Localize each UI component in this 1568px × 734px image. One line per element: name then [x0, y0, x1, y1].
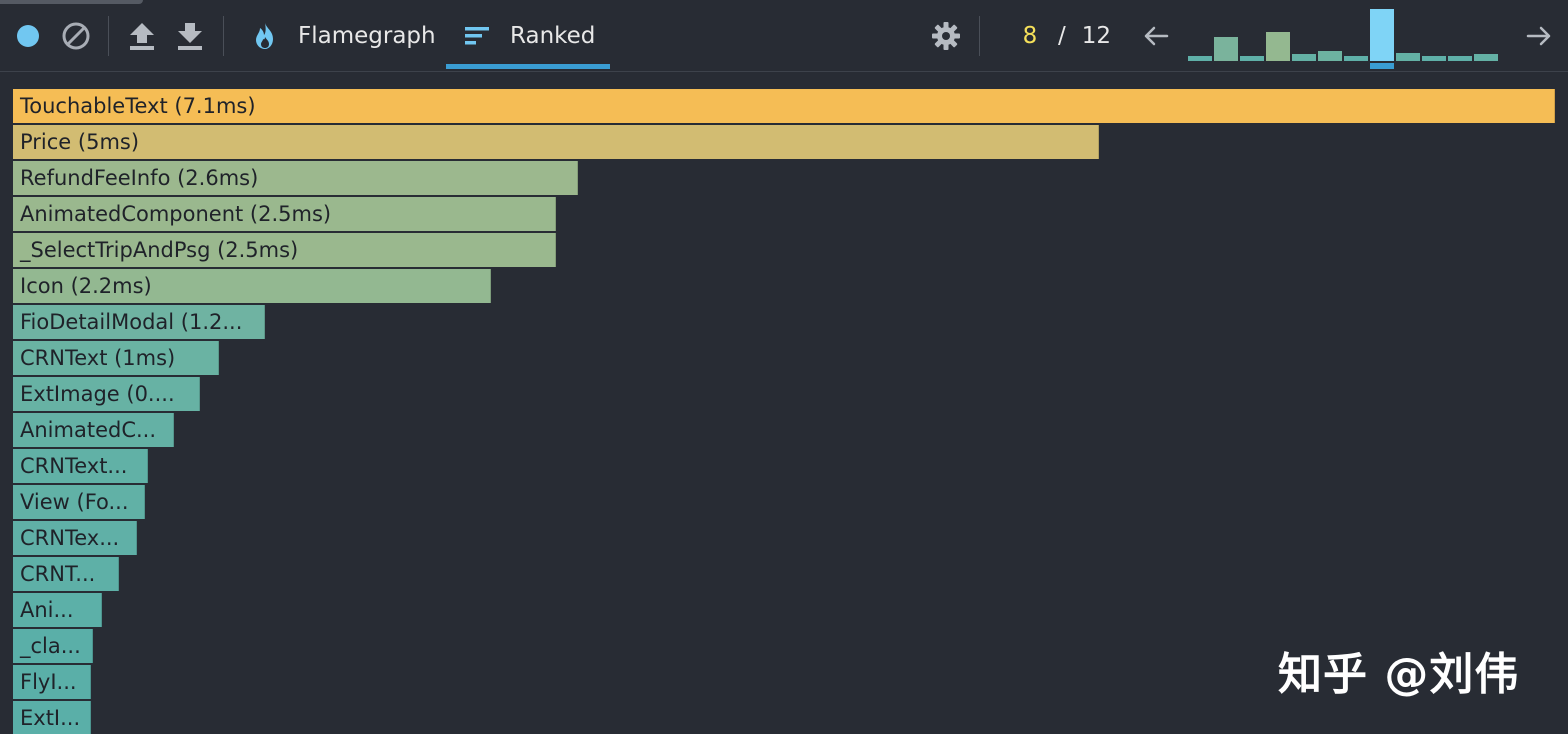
- toolbar-separator: [108, 16, 109, 56]
- commit-separator: /: [1058, 23, 1066, 49]
- next-commit-button[interactable]: [1523, 20, 1555, 52]
- previous-commit-button[interactable]: [1140, 20, 1172, 52]
- window-scroll-handle: [0, 0, 143, 4]
- commit-selector: 8 / 12: [1020, 0, 1111, 72]
- gear-icon: [932, 22, 960, 50]
- tab-ranked[interactable]: Ranked: [446, 0, 610, 72]
- ranked-bar[interactable]: ExtI...: [13, 701, 91, 734]
- current-commit-index: 8: [1022, 23, 1038, 49]
- arrow-right-icon: [1526, 26, 1551, 46]
- ranked-bar[interactable]: AnimatedC...: [13, 413, 174, 447]
- tab-ranked-label: Ranked: [510, 23, 596, 49]
- commit-bar[interactable]: [1318, 51, 1342, 61]
- ranked-bar[interactable]: CRNText (1ms): [13, 341, 219, 375]
- selected-commit-indicator: [1370, 63, 1394, 69]
- load-profile-button[interactable]: [125, 18, 159, 54]
- record-button[interactable]: [12, 20, 44, 52]
- ranked-bar[interactable]: RefundFeeInfo (2.6ms): [13, 161, 578, 195]
- ranked-icon: [465, 27, 489, 45]
- commit-bar[interactable]: [1370, 9, 1394, 61]
- save-profile-button[interactable]: [173, 18, 207, 54]
- commit-snapshot-selector: [1186, 8, 1502, 70]
- ranked-bar[interactable]: FlyI...: [13, 665, 91, 699]
- ranked-bar[interactable]: CRNT...: [13, 557, 119, 591]
- ranked-bar[interactable]: CRNText...: [13, 449, 148, 483]
- ranked-bar[interactable]: AnimatedComponent (2.5ms): [13, 197, 556, 231]
- arrow-left-icon: [1144, 26, 1169, 46]
- toolbar-separator: [979, 16, 980, 56]
- ranked-bar[interactable]: View (Fo...: [13, 485, 145, 519]
- ranked-bar[interactable]: TouchableText (7.1ms): [13, 89, 1555, 123]
- ranked-bar[interactable]: Ani...: [13, 593, 102, 627]
- devtools-toolbar: Flamegraph Ranked 8: [0, 0, 1568, 72]
- ranked-bar[interactable]: FioDetailModal (1.2...: [13, 305, 265, 339]
- record-icon: [17, 25, 39, 47]
- commit-bar[interactable]: [1448, 56, 1472, 61]
- commit-bar[interactable]: [1240, 56, 1264, 61]
- total-commits: 12: [1081, 23, 1112, 49]
- settings-button[interactable]: [928, 18, 964, 54]
- active-tab-indicator: [446, 64, 610, 69]
- ranked-bar[interactable]: Price (5ms): [13, 125, 1099, 159]
- ranked-bar[interactable]: _SelectTripAndPsg (2.5ms): [13, 233, 556, 267]
- ranked-bar[interactable]: _cla...: [13, 629, 93, 663]
- toolbar-separator: [223, 16, 224, 56]
- commit-bar[interactable]: [1214, 37, 1238, 61]
- prohibited-icon: [62, 22, 90, 50]
- commit-bar[interactable]: [1292, 54, 1316, 61]
- flame-icon: [256, 23, 273, 49]
- ranked-bar[interactable]: ExtImage (0....: [13, 377, 200, 411]
- watermark-text: 知乎 @刘伟: [1278, 649, 1520, 700]
- commit-bar[interactable]: [1188, 56, 1212, 61]
- commit-bar[interactable]: [1344, 56, 1368, 61]
- commit-bar[interactable]: [1396, 53, 1420, 61]
- commit-bar[interactable]: [1266, 32, 1290, 61]
- ranked-bar[interactable]: Icon (2.2ms): [13, 269, 491, 303]
- clear-button[interactable]: [59, 19, 93, 53]
- upload-icon: [130, 23, 154, 50]
- commit-bar[interactable]: [1474, 54, 1498, 61]
- tab-flamegraph-label: Flamegraph: [298, 23, 436, 49]
- download-icon: [178, 23, 202, 50]
- tab-flamegraph[interactable]: Flamegraph: [250, 0, 440, 72]
- ranked-chart: TouchableText (7.1ms) Price (5ms) RefundFe…: [13, 89, 1558, 734]
- commit-bar[interactable]: [1422, 56, 1446, 61]
- ranked-bar[interactable]: CRNTex...: [13, 521, 137, 555]
